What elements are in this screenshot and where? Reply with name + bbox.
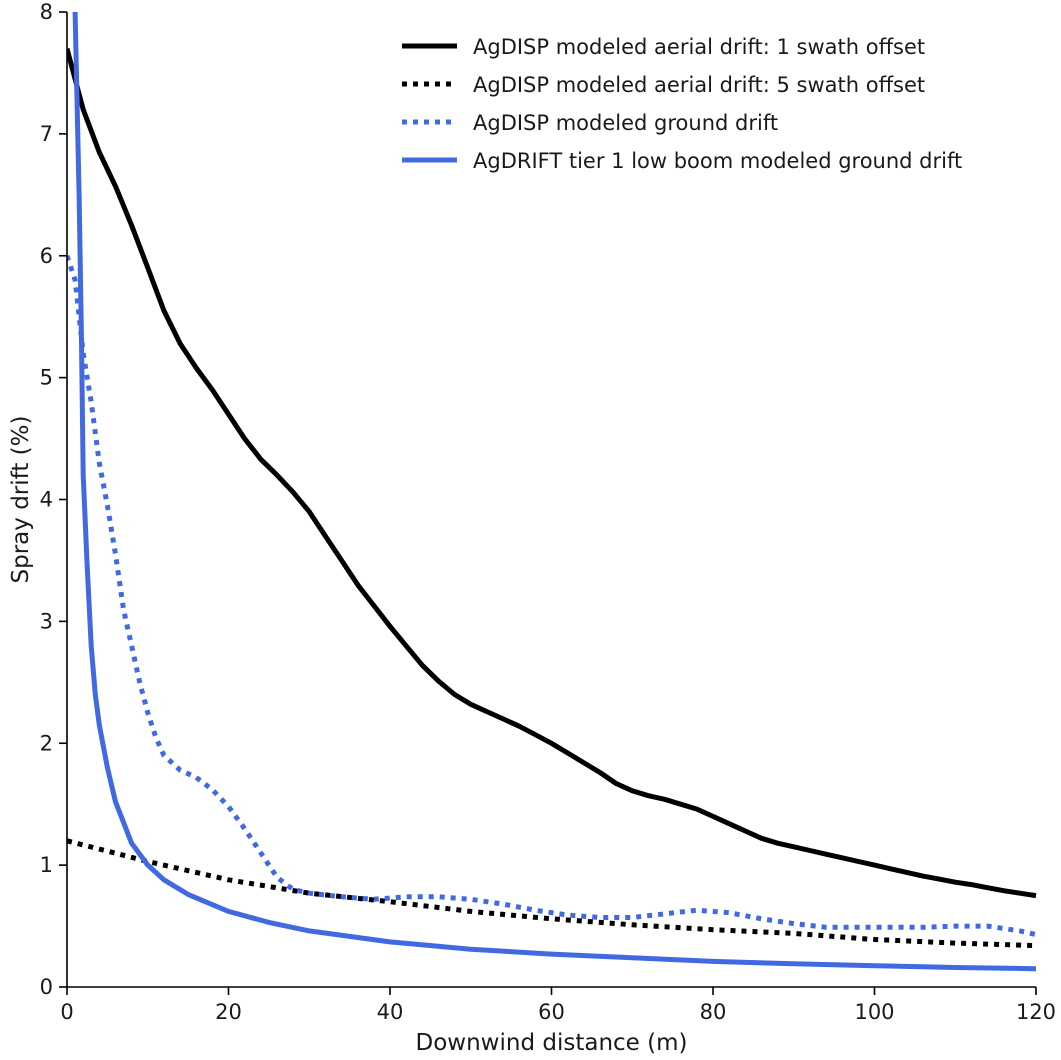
x-axis-label: Downwind distance (m) <box>416 1030 688 1056</box>
legend-label-2: AgDISP modeled aerial drift: 5 swath off… <box>473 73 925 97</box>
y-tick-label-1: 1 <box>40 853 53 877</box>
legend: AgDISP modeled aerial drift: 1 swath off… <box>402 35 962 173</box>
y-tick-label-7: 7 <box>40 122 53 146</box>
legend-label-3: AgDISP modeled ground drift <box>473 111 778 135</box>
legend-label-1: AgDISP modeled aerial drift: 1 swath off… <box>473 35 925 59</box>
y-tick-label-6: 6 <box>40 244 53 268</box>
x-tick-label-0: 0 <box>60 1000 73 1024</box>
y-tick-label-2: 2 <box>40 731 53 755</box>
y-tick-label-3: 3 <box>40 609 53 633</box>
y-tick-label-8: 8 <box>40 0 53 24</box>
series-line-4 <box>72 12 1037 972</box>
plot-area <box>67 12 1037 972</box>
x-tick-label-40: 40 <box>377 1000 404 1024</box>
x-tick-label-20: 20 <box>215 1000 242 1024</box>
y-tick-label-4: 4 <box>40 488 53 512</box>
x-tick-label-100: 100 <box>854 1000 894 1024</box>
series-line-3 <box>67 255 1037 938</box>
x-axis-ticks: 0 20 40 60 80 100 120 <box>60 987 1056 1024</box>
x-tick-label-80: 80 <box>700 1000 727 1024</box>
legend-label-4: AgDRIFT tier 1 low boom modeled ground d… <box>473 149 962 173</box>
y-axis-label: Spray drift (%) <box>8 416 34 584</box>
y-axis-ticks: 0 1 2 3 4 5 6 7 8 <box>40 0 67 999</box>
x-tick-label-60: 60 <box>538 1000 565 1024</box>
series-line-2 <box>67 838 1037 949</box>
y-tick-label-0: 0 <box>40 975 53 999</box>
y-tick-label-5: 5 <box>40 366 53 390</box>
series-line-1 <box>67 47 1037 899</box>
x-tick-label-120: 120 <box>1016 1000 1056 1024</box>
